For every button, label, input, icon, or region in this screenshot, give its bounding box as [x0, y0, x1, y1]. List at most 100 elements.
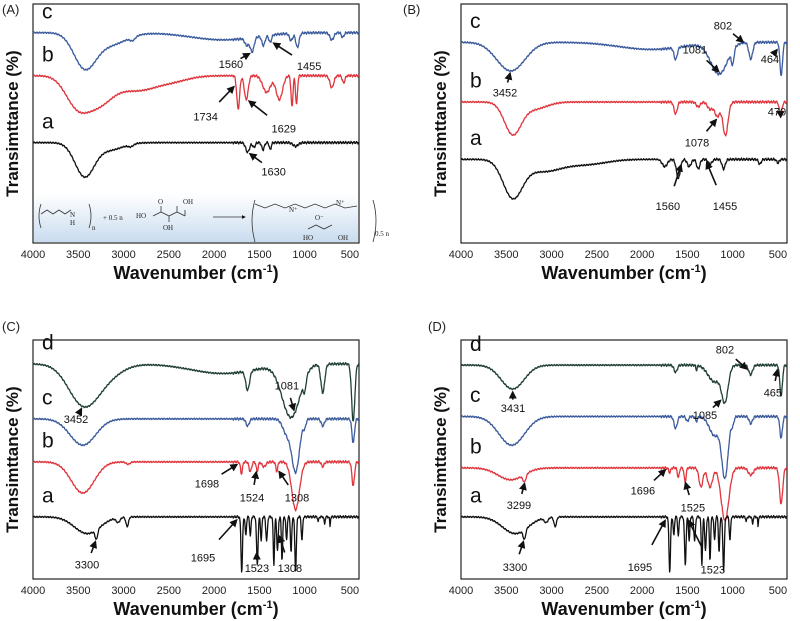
x-tick-label: 1000 — [292, 249, 316, 261]
x-tick-label: 2500 — [585, 585, 609, 597]
peak-annotation-label: 470 — [768, 107, 786, 119]
peak-annotation-arrow — [288, 397, 296, 412]
peak-annotation-label: 1630 — [261, 166, 285, 178]
trace-label-c: c — [42, 0, 53, 23]
x-axis-label: Wavenumber (cm-1) — [541, 263, 706, 283]
scheme-o-minus-label: O⁻ — [315, 214, 324, 222]
peak-annotation-label: 1523 — [245, 563, 269, 575]
plot-frame — [460, 339, 788, 580]
spectrum-line-c — [32, 416, 360, 475]
peak-annotation-arrow — [673, 163, 683, 187]
spectrum-line-a — [32, 140, 360, 179]
peak-annotation-arrow — [775, 110, 785, 119]
trace-label-c: c — [42, 387, 53, 410]
peak-annotation-arrow — [517, 540, 526, 555]
peak-annotation-arrow — [240, 52, 251, 61]
panel-a: (A) NHn + 0.5 n HO OH OH O N⁺ N⁺ O⁻ HO OH 0.5 n 4000 3… — [2, 0, 390, 283]
x-tick-label: 3000 — [111, 249, 135, 261]
peak-annotation-label: 1455 — [713, 201, 737, 213]
x-tick-label: 500 — [341, 249, 359, 261]
peak-annotation-arrow — [272, 42, 293, 56]
x-tick-label: 500 — [341, 585, 359, 597]
x-tick-label: 3500 — [66, 249, 90, 261]
peak-annotation-arrow — [248, 152, 263, 164]
peak-annotation-arrow — [735, 358, 748, 370]
y-axis-label: Transimttance (%) — [3, 386, 22, 532]
x-axis-label: Wavenumber (cm-1) — [113, 599, 278, 619]
x-axis-label-text: Wavenumber (cm — [541, 263, 690, 283]
x-tick-label: 1500 — [247, 585, 271, 597]
trace-label-c: c — [470, 10, 481, 33]
peak-annotation-label: 1523 — [701, 564, 725, 576]
trace-label-b: b — [42, 43, 54, 66]
x-tick-label: 1000 — [720, 249, 744, 261]
peak-annotation-arrow — [247, 100, 268, 116]
peak-annotation-label: 1629 — [272, 123, 296, 135]
x-axis-label-suffix: ) — [273, 263, 279, 283]
scheme-ho-label-2: HO — [303, 234, 313, 242]
product-structure — [251, 199, 377, 243]
trace-label-a: a — [42, 110, 54, 133]
x-axis-label-superscript: -1 — [263, 599, 273, 611]
x-axis-label-text: Wavenumber (cm — [541, 599, 690, 619]
peak-annotation-label: 1524 — [240, 493, 264, 505]
peak-annotation-arrow — [218, 518, 238, 541]
peak-annotation-label: 1308 — [285, 493, 309, 505]
x-tick-label: 500 — [769, 249, 787, 261]
scheme-nplus-label-2: N⁺ — [336, 199, 345, 207]
spectrum-line-a — [460, 514, 788, 573]
peak-annotation-label: 1081 — [275, 380, 299, 392]
x-tick-label: 3000 — [539, 249, 563, 261]
x-tick-label: 2500 — [157, 585, 181, 597]
trace-label-a: a — [470, 485, 482, 508]
x-axis-label-text: Wavenumber (cm — [113, 599, 262, 619]
x-axis-label-text: Wavenumber (cm — [113, 263, 262, 283]
trace-label-d: d — [470, 333, 482, 356]
peak-annotation-arrow — [278, 470, 289, 486]
peak-annotation-label: 1525 — [681, 502, 705, 514]
peak-annotation-label: 1695 — [628, 562, 652, 574]
x-tick-label: 2000 — [630, 585, 654, 597]
peak-annotation-label: 1081 — [683, 44, 707, 56]
x-tick-label: 4000 — [449, 249, 473, 261]
trace-label-b: b — [470, 70, 482, 93]
peak-annotation-arrow — [89, 540, 97, 554]
peak-annotation-arrow — [683, 481, 692, 496]
x-tick-label: 1000 — [292, 585, 316, 597]
x-tick-label: 3000 — [539, 585, 563, 597]
scheme-subscript-n: n — [92, 224, 96, 232]
peak-annotation-arrow — [687, 519, 703, 547]
x-tick-label: 1000 — [720, 585, 744, 597]
peak-annotation-label: 1560 — [219, 59, 243, 71]
reaction-scheme: NHn + 0.5 n HO OH OH O N⁺ N⁺ O⁻ HO OH 0.5 n — [34, 194, 390, 243]
trace-label-c: c — [470, 384, 481, 407]
peak-annotation-arrow — [769, 48, 778, 58]
x-tick-label: 3500 — [494, 249, 518, 261]
panel-letter: (B) — [403, 2, 420, 17]
scheme-ho-label: HO — [136, 212, 146, 220]
peak-annotation-label: 1455 — [297, 61, 321, 73]
peak-annotation-arrow — [706, 59, 720, 73]
x-tick-label: 1500 — [675, 249, 699, 261]
x-tick-label: 2000 — [630, 249, 654, 261]
scheme-oh-label-2: OH — [163, 224, 173, 232]
x-axis-label-suffix: ) — [273, 599, 279, 619]
x-tick-label: 1500 — [247, 249, 271, 261]
peak-annotation-label: 1085 — [693, 410, 717, 422]
peak-annotation-label: 1695 — [191, 552, 215, 564]
peak-annotation-arrow — [218, 85, 235, 103]
trace-label-a: a — [470, 127, 482, 150]
trace-label-a: a — [42, 485, 54, 508]
x-tick-label: 3000 — [111, 585, 135, 597]
x-tick-label: 4000 — [449, 585, 473, 597]
peak-annotation-arrow — [705, 118, 718, 132]
x-tick-label: 3500 — [494, 585, 518, 597]
x-axis-label-superscript: -1 — [263, 263, 273, 275]
scheme-plus: + 0.5 n — [103, 214, 123, 222]
x-tick-label: 2000 — [202, 249, 226, 261]
peak-annotation-label: 1308 — [278, 563, 302, 575]
peak-annotation-label: 1698 — [195, 478, 219, 490]
peak-annotation-arrow — [712, 399, 722, 409]
peak-annotation-label: 3452 — [64, 414, 88, 426]
scheme-n-label: N — [70, 211, 75, 219]
